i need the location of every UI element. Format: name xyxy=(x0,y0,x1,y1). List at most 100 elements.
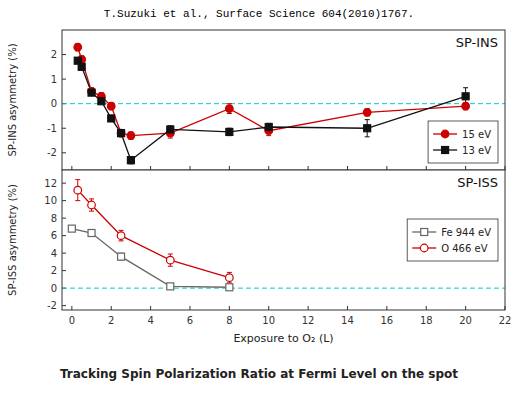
legend-label: 15 eV xyxy=(462,129,491,140)
marker xyxy=(462,93,469,100)
tick-label: 0 xyxy=(69,315,75,326)
axis-label: SP-INS asymmetry (%) xyxy=(7,43,18,156)
series-line xyxy=(78,61,466,160)
marker xyxy=(117,129,125,137)
error-bar xyxy=(109,115,114,121)
tick xyxy=(347,166,348,170)
error-bar xyxy=(227,128,232,135)
marker xyxy=(462,102,470,110)
marker xyxy=(167,283,174,290)
plot-background xyxy=(62,170,505,310)
tick xyxy=(71,166,72,170)
plot-frame xyxy=(62,30,505,170)
marker xyxy=(88,201,96,209)
axis-label: SP-ISS asymmetry (%) xyxy=(7,184,18,296)
error-bar xyxy=(119,130,124,136)
error-bar xyxy=(227,285,232,290)
tick xyxy=(62,79,66,80)
tick xyxy=(268,306,269,310)
marker xyxy=(363,108,371,116)
legend-item: Fe 944 eV xyxy=(412,227,491,238)
tick xyxy=(426,166,427,170)
tick-label: 8 xyxy=(51,213,57,224)
tick-label: 2 xyxy=(51,265,57,276)
title: T.Suzuki et al., Surface Science 604(201… xyxy=(104,8,414,20)
marker xyxy=(118,253,125,260)
legend-item: O 466 eV xyxy=(412,243,487,254)
tick-label: 8 xyxy=(226,315,232,326)
tick-label: 10 xyxy=(44,195,57,206)
tick xyxy=(465,166,466,170)
tick-label: 18 xyxy=(420,315,433,326)
tick xyxy=(62,253,66,254)
tick xyxy=(386,166,387,170)
tick-label: 12 xyxy=(44,178,57,189)
tick-label: 16 xyxy=(380,315,393,326)
legend-label: Fe 944 eV xyxy=(441,227,491,238)
tick xyxy=(62,235,66,236)
marker xyxy=(167,126,174,133)
tick xyxy=(111,166,112,170)
tick xyxy=(229,306,230,310)
tick-label: 10 xyxy=(262,315,275,326)
error-bar xyxy=(69,226,74,231)
tick-label: 22 xyxy=(499,315,512,326)
marker xyxy=(74,43,82,51)
marker xyxy=(108,115,115,122)
tick-label: 20 xyxy=(459,315,472,326)
tick-label: -1 xyxy=(47,123,57,134)
tick xyxy=(465,306,466,310)
legend: Fe 944 eV O 466 eV xyxy=(407,219,498,261)
tick xyxy=(268,166,269,170)
marker xyxy=(364,125,371,132)
marker xyxy=(68,225,75,232)
tick xyxy=(71,306,72,310)
tick xyxy=(189,306,190,310)
tick-label: 2 xyxy=(108,315,114,326)
series-line xyxy=(78,190,230,278)
tick xyxy=(62,200,66,201)
marker xyxy=(127,157,134,164)
series-line xyxy=(78,47,466,135)
legend-item: 13 eV xyxy=(433,145,491,156)
panel: -20246810120246810121416182022SP-ISSSP-I… xyxy=(7,170,511,345)
tick xyxy=(62,218,66,219)
legend-marker xyxy=(421,229,428,236)
tick-label: 2 xyxy=(51,49,57,60)
marker xyxy=(88,89,95,96)
marker xyxy=(74,186,82,194)
tick xyxy=(347,306,348,310)
tick xyxy=(308,306,309,310)
marker xyxy=(98,98,105,105)
tick xyxy=(189,166,190,170)
tick-label: 12 xyxy=(302,315,315,326)
error-bar xyxy=(168,284,173,289)
legend-marker xyxy=(442,147,449,154)
tick xyxy=(150,306,151,310)
legend-box xyxy=(407,219,498,261)
marker xyxy=(127,132,135,140)
reference-line xyxy=(62,288,505,289)
legend-label: 13 eV xyxy=(462,145,491,156)
legend-marker xyxy=(420,244,428,252)
tick xyxy=(62,305,66,306)
marker xyxy=(107,102,115,110)
tick xyxy=(62,54,66,55)
tick xyxy=(62,128,66,129)
tick xyxy=(386,306,387,310)
tick-label: 0 xyxy=(51,283,57,294)
tick-label: 6 xyxy=(187,315,193,326)
marker xyxy=(78,63,85,70)
annotation: SP-ISS xyxy=(457,175,498,190)
reference-line xyxy=(62,103,505,104)
tick-label: -2 xyxy=(47,147,57,158)
error-bar xyxy=(168,126,173,133)
annotation: SP-INS xyxy=(456,35,498,50)
marker xyxy=(118,130,125,137)
marker xyxy=(166,256,174,264)
marker xyxy=(265,124,272,131)
tick xyxy=(62,270,66,271)
data-area xyxy=(62,43,505,163)
tick-label: -2 xyxy=(47,300,57,311)
tick-label: 14 xyxy=(341,315,354,326)
